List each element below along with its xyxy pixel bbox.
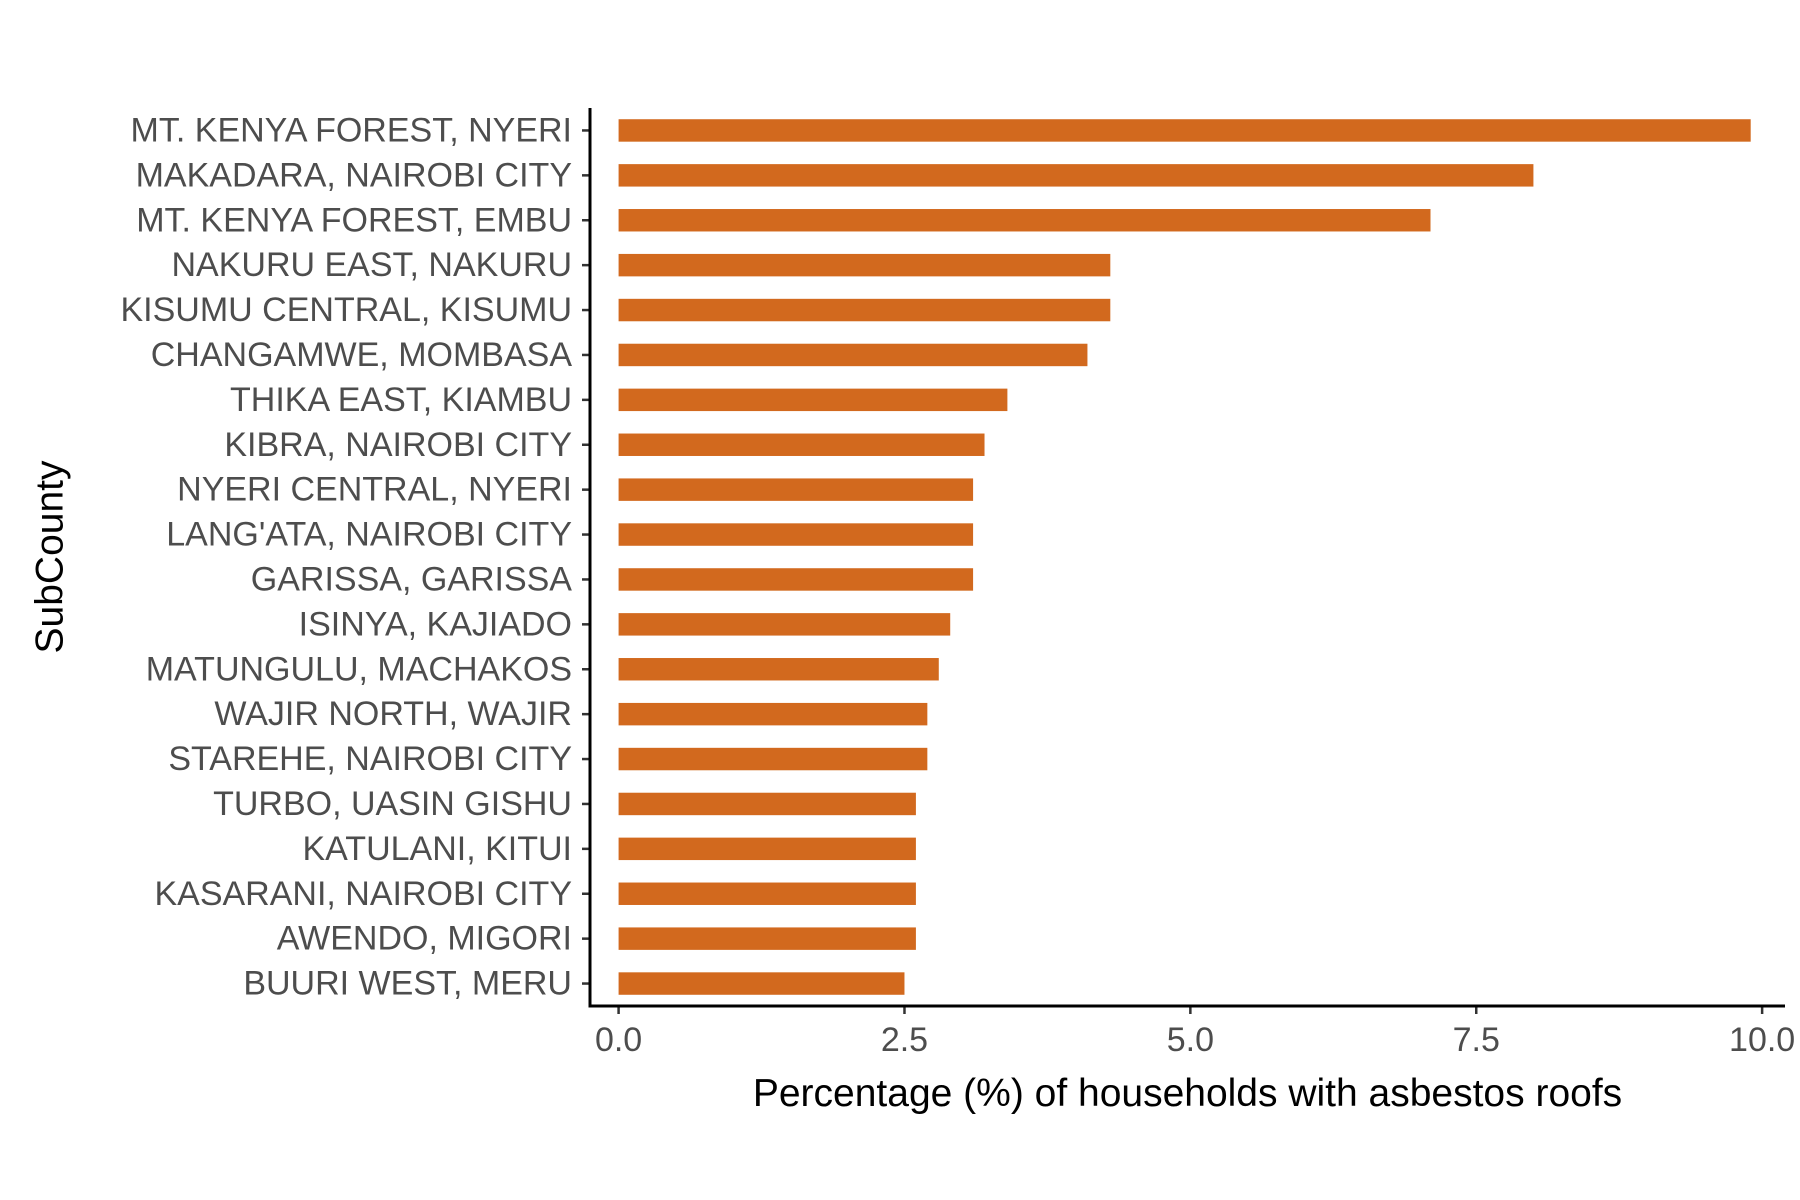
y-tick-label: GARISSA, GARISSA xyxy=(251,560,573,598)
y-tick-label: MT. KENYA FOREST, EMBU xyxy=(136,201,572,239)
x-tick-label: 0.0 xyxy=(595,1021,642,1059)
y-tick-label: NYERI CENTRAL, NYERI xyxy=(177,471,572,509)
y-tick-label: BUURI WEST, MERU xyxy=(243,965,572,1003)
x-axis-ticks: 0.0 2.5 5.0 7.5 10.0 xyxy=(595,1006,1795,1059)
y-tick-label: CHANGAMWE, MOMBASA xyxy=(151,336,573,374)
y-axis-title: SubCounty xyxy=(29,460,72,653)
bar xyxy=(618,702,928,726)
bars-layer xyxy=(618,119,1751,995)
bar xyxy=(618,882,916,905)
bar xyxy=(618,388,1008,412)
y-tick-label: NAKURU EAST, NAKURU xyxy=(171,246,572,284)
bar xyxy=(618,478,974,501)
x-tick-label: 5.0 xyxy=(1167,1021,1214,1059)
bar xyxy=(618,164,1534,187)
bar xyxy=(618,298,1111,322)
y-tick-label: LANG'ATA, NAIROBI CITY xyxy=(166,516,572,554)
y-tick-label: MATUNGULU, MACHAKOS xyxy=(146,650,572,688)
y-tick-label: KISUMU CENTRAL, KISUMU xyxy=(121,291,573,329)
y-tick-label: MT. KENYA FOREST, NYERI xyxy=(131,111,572,149)
y-tick-label: TURBO, UASIN GISHU xyxy=(213,785,572,823)
bar xyxy=(618,253,1111,277)
x-axis-title: Percentage (%) of households with asbest… xyxy=(753,1072,1622,1115)
y-tick-label: WAJIR NORTH, WAJIR xyxy=(214,695,572,733)
bar xyxy=(618,972,905,995)
bar xyxy=(618,613,951,636)
x-tick-label: 7.5 xyxy=(1453,1021,1500,1059)
bar xyxy=(618,209,1431,232)
bar xyxy=(618,119,1751,142)
bar xyxy=(618,433,985,456)
bar xyxy=(618,747,928,771)
y-axis-ticks: MT. KENYA FOREST, NYERI MAKADARA, NAIROBI… xyxy=(121,111,590,1003)
x-tick-label: 10.0 xyxy=(1729,1021,1795,1059)
y-tick-label: AWENDO, MIGORI xyxy=(277,920,572,958)
y-tick-label: MAKADARA, NAIROBI CITY xyxy=(136,156,572,194)
y-tick-label: THIKA EAST, KIAMBU xyxy=(230,381,572,419)
bar xyxy=(618,343,1088,367)
y-tick-label: ISINYA, KAJIADO xyxy=(299,605,572,643)
bar xyxy=(618,927,916,950)
bar xyxy=(618,658,939,681)
y-tick-label: KIBRA, NAIROBI CITY xyxy=(224,426,572,464)
bar xyxy=(618,837,916,861)
y-tick-label: KATULANI, KITUI xyxy=(302,830,572,868)
bar xyxy=(618,523,974,546)
y-tick-label: STAREHE, NAIROBI CITY xyxy=(168,740,572,778)
bar xyxy=(618,792,916,816)
x-tick-label: 2.5 xyxy=(881,1021,928,1059)
bar xyxy=(618,568,974,591)
y-tick-label: KASARANI, NAIROBI CITY xyxy=(154,875,572,913)
